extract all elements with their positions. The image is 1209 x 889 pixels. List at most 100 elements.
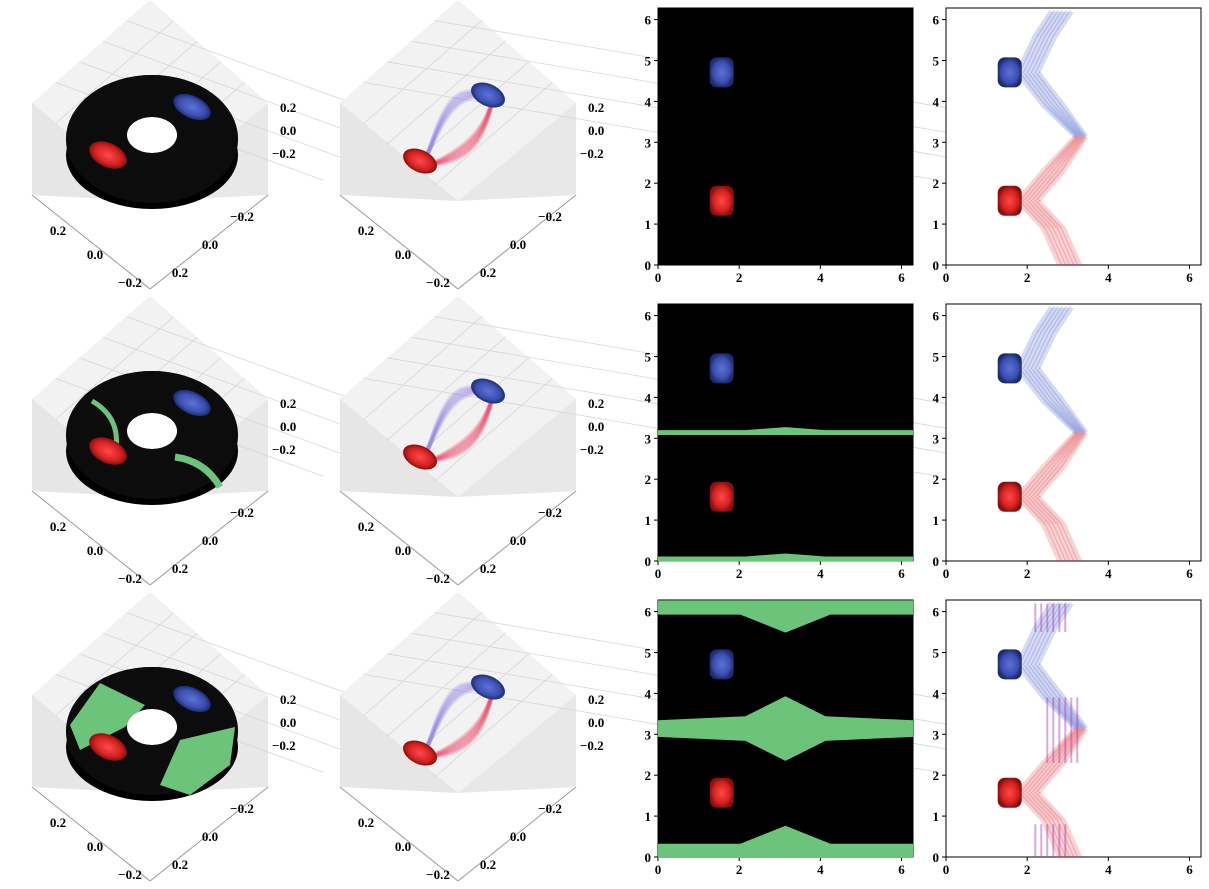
y-tick-label: 1 [933,217,940,232]
trajectory-strand [1015,199,1062,267]
y-tick-label: 4 [645,390,652,405]
blue-blob [471,82,505,108]
green-region [658,825,913,859]
x-tick-label: 4 [1105,270,1112,285]
trajectory-strand [429,98,495,167]
x-tick-label: 0 [943,270,950,285]
trajectory-strand [1023,134,1082,203]
trajectory-strand [1035,135,1088,203]
x-tick-label: 0.0 [87,839,103,854]
trajectory-strand [1015,791,1062,859]
trajectory-strand [1035,431,1088,499]
y-tick-label: 3 [933,727,940,742]
trajectory-strand [1015,495,1062,563]
trajectory-strand [1019,134,1080,203]
plot-area [945,303,1202,562]
trajectory-strand [429,98,495,167]
red-blob [403,740,437,766]
y-tick-label: −0.2 [538,505,562,520]
torus-hole [127,117,177,153]
trajectory-map-axes-row1: 0 2 4 6 0 1 2 3 4 5 6 [933,7,1202,285]
y-tick-label: 6 [645,309,652,324]
x-tick-label: 0.0 [87,543,103,558]
gridline [410,653,530,758]
x-tick-label: 0.0 [87,247,103,262]
z-tick-label: 0.0 [588,419,604,434]
x-tick-label: 0.0 [395,839,411,854]
y-tick-label: 0.0 [510,533,526,548]
x-tick-label: 6 [1186,270,1193,285]
x-tick-label: 0 [655,270,662,285]
y-tick-label: 3 [933,431,940,446]
x-tick-label: 0.0 [395,543,411,558]
trajectory-strand [429,394,495,463]
y-tick-label: 2 [645,768,652,783]
trajectory-strand [1019,199,1066,267]
green-region [658,696,913,761]
z-tick-label: −0.2 [580,146,604,161]
blue-blob [471,674,505,700]
y-tick-label: 3 [933,135,940,150]
trajectory-strand [1035,70,1088,139]
y-tick-label: 6 [933,309,940,324]
trajectory-strand [1023,306,1062,370]
y-tick-label: 2 [645,176,652,191]
z-tick-label: −0.2 [272,442,296,457]
gridline [55,316,174,420]
trajectory-strand [1031,306,1070,370]
axes3d-torus-row2: 0.2 0.0 −0.2 −0.2 0.0 0.2 0.2 0.0 −0.2 [31,296,395,586]
y-tick-label: 6 [645,13,652,28]
x-axis-line [31,194,151,290]
z-tick-label: 0.0 [280,715,296,730]
x-tick-label: −0.2 [426,275,450,290]
trajectory-strand [1023,70,1082,139]
red-blob [709,481,734,512]
x-tick-label: 0 [943,862,950,877]
gridline [363,20,482,124]
red-blob [997,777,1022,808]
y-axis-line [149,490,269,586]
z-tick-label: 0.2 [588,100,604,115]
trajectory-strand [429,394,495,463]
trajectory-strand [429,690,495,759]
green-region [70,683,145,750]
z-tick-label: 0.2 [588,396,604,411]
trajectory-strand [429,98,495,167]
trajectory-strand [1015,366,1078,435]
blue-blob [997,353,1022,384]
y-axis-line [457,194,577,290]
x-tick-label: −0.2 [118,867,142,882]
z-tick-label: −0.2 [272,738,296,753]
y-tick-label: 4 [933,94,940,109]
y-tick-label: 0.0 [510,829,526,844]
y-tick-label: 5 [645,53,652,68]
heatmap-axes-row1: 0 2 4 6 0 1 2 3 4 5 6 [645,7,914,285]
trajectory-strand [429,690,495,759]
trajectory-strand [429,98,495,167]
trajectory-strand [1035,10,1074,74]
y-tick-label: 4 [645,94,652,109]
blue-blob [173,93,211,121]
heatmap-axes-row2: 0 2 4 6 0 1 2 3 4 5 6 [645,303,914,581]
x-tick-label: 0 [655,566,662,581]
trajectory-strand [1027,135,1084,203]
x-tick-label: 4 [817,862,824,877]
red-blob [403,148,437,174]
trajectory-strand [1027,366,1084,435]
gridline [386,336,506,441]
trajectory-strand [1031,602,1070,666]
pane-left [340,103,458,201]
x-tick-label: 6 [898,862,905,877]
trajectory-strand [1019,306,1058,370]
trajectory-strand [1027,602,1066,666]
y-axis-line [149,194,269,290]
trajectory-strand [1015,134,1078,203]
trajectory-strand [1019,602,1058,666]
y-tick-label: 5 [933,349,940,364]
trajectory-strand [1015,602,1054,666]
y-tick-label: 4 [645,686,652,701]
axes3d-torus-row3: 0.2 0.0 −0.2 −0.2 0.0 0.2 0.2 0.0 −0.2 [31,592,395,882]
y-tick-label: 0.2 [172,857,188,872]
trajectory-strand [1023,495,1070,563]
